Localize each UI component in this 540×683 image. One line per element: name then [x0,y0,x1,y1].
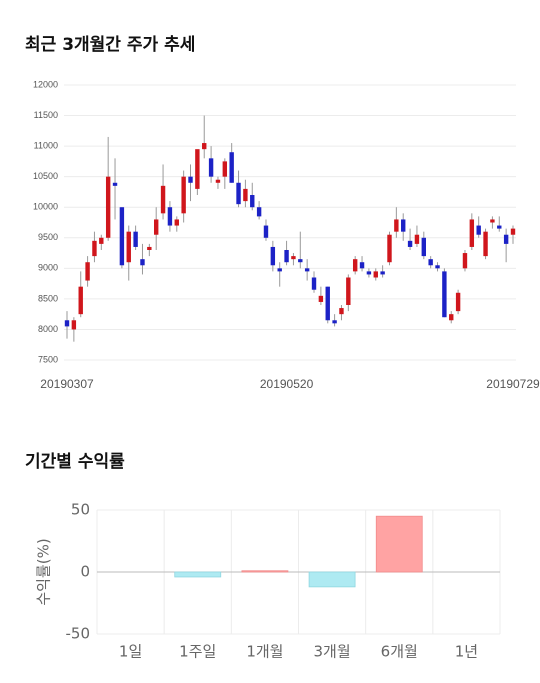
y-tick-label: 9500 [38,232,58,242]
candle-body [85,262,90,281]
bar [375,515,423,573]
candle-body [497,225,502,229]
y-tick-label: 12000 [33,79,58,89]
candle-body [483,231,488,257]
candle-body [160,185,166,214]
candle-body [105,176,111,238]
chart-title: 기간별 수익률 [25,452,125,472]
candle-body [462,253,468,269]
y-tick-label: 50 [71,501,90,519]
candle-body [243,188,248,202]
candle-body [250,195,255,208]
candle-body [195,149,200,189]
y-tick-label: 8500 [38,293,58,303]
candle-body [435,265,440,269]
candle-body [99,237,104,244]
candle-body [174,219,179,226]
bar [308,571,356,588]
candle-body [421,237,426,257]
candle-body [298,259,303,263]
y-tick-label: -50 [66,625,91,643]
candle-body [270,246,276,266]
candle-body [394,219,399,232]
candle-body [401,219,406,232]
x-tick-label: 6개월 [381,643,418,661]
candle-body [359,262,365,269]
candle-body [140,259,145,266]
candle-body [215,179,221,183]
candle-body [126,231,131,263]
candle-body [366,271,372,275]
candle-body [133,231,138,247]
candle-body [208,158,214,177]
candle-body [318,295,324,302]
candle-body [387,234,392,263]
x-tick-label: 20190307 [40,377,94,391]
chart-title: 최근 3개월간 주가 추세 [25,35,195,55]
y-tick-label: 0 [80,563,90,581]
bar [174,571,222,578]
candle-body [476,225,481,235]
candle-body [346,277,351,305]
x-tick-label: 1일 [119,643,142,661]
candle-body [256,207,262,217]
x-tick-label: 20190520 [260,377,314,391]
candle-body [263,225,269,238]
candle-body [181,176,186,214]
candle-body [325,286,330,321]
bar [241,570,289,573]
y-axis-label: 수익률(%) [35,538,53,605]
candle-body [380,271,385,275]
candle-body [71,320,77,330]
y-tick-label: 10500 [33,171,58,181]
candle-body [78,286,83,315]
candle-body [229,152,234,183]
candle-body [64,320,70,327]
candle-body [469,219,475,247]
candle-body [112,182,118,186]
candle-body [304,268,310,272]
y-tick-label: 10000 [33,202,58,212]
candle-body [188,176,193,183]
y-tick-label: 11000 [34,140,58,150]
candle-body [154,219,159,235]
candle-body [373,271,378,278]
candle-body [490,219,495,223]
x-tick-label: 3개월 [314,643,351,661]
candle-body [202,143,207,150]
candle-body [428,259,433,266]
y-tick-label: 11500 [34,110,58,120]
candle-body [277,268,282,272]
x-tick-label: 1개월 [246,643,283,661]
candle-body [147,246,152,250]
x-tick-label: 1주일 [179,643,216,661]
x-tick-label: 1년 [455,643,478,661]
candle-body [455,292,461,312]
candle-body [352,259,358,272]
candle-body [339,308,344,315]
candle-body [92,240,97,257]
candle-body [236,182,241,205]
candle-body [510,228,516,235]
candle-body [222,161,228,177]
candle-body [119,207,125,266]
candle-body [503,234,509,244]
y-tick-label: 9000 [38,263,58,273]
candle-body [284,250,289,263]
y-tick-label: 7500 [38,354,58,364]
candle-body [311,277,317,290]
candle-body [414,234,420,244]
candle-body [291,256,296,260]
candle-body [332,320,337,324]
candle-body [167,207,173,226]
x-tick-label: 20190729 [486,377,540,391]
candle-body [449,314,454,321]
candle-body [442,271,447,318]
candle-body [407,240,413,247]
y-tick-label: 8000 [38,324,58,334]
